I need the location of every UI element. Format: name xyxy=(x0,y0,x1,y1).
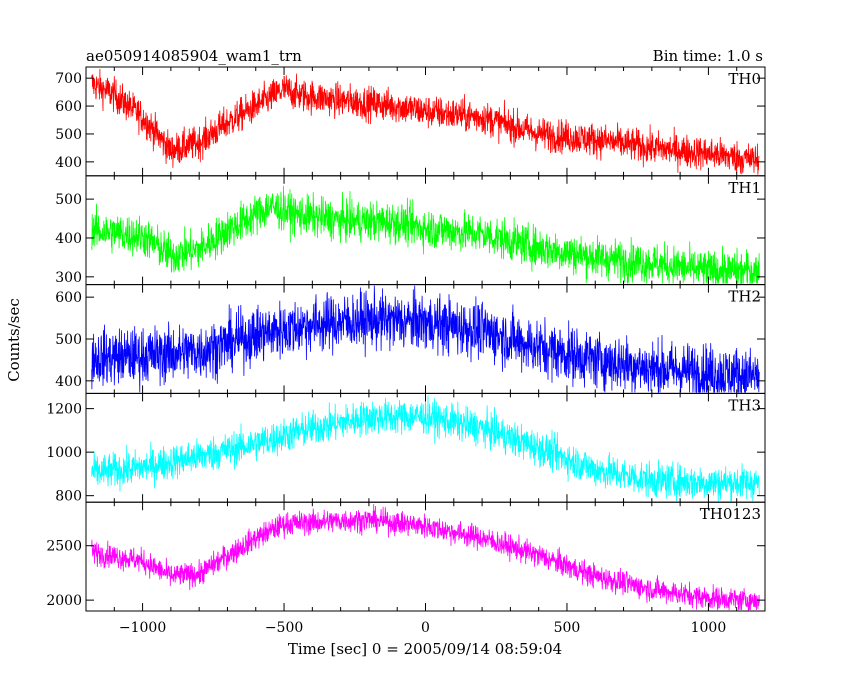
y-axis-label: Counts/sec xyxy=(5,298,23,382)
bin-time-label: Bin time: 1.0 s xyxy=(653,47,763,65)
series-line-th0 xyxy=(91,68,760,175)
x-tick-label: 0 xyxy=(421,620,430,636)
series-line-th3 xyxy=(91,395,760,502)
y-tick-label: 400 xyxy=(55,231,82,247)
panel-label-th0123: TH0123 xyxy=(700,505,761,523)
y-tick-label: 600 xyxy=(55,290,82,306)
series-line-th2 xyxy=(91,285,760,393)
y-tick-label: 2500 xyxy=(46,539,82,555)
y-tick-label: 300 xyxy=(55,270,82,286)
y-tick-label: 800 xyxy=(55,489,82,505)
panels-group: TH0 400 500 600 700 TH1 300 400 500 TH2 400 500 600 T… xyxy=(46,66,766,636)
y-tick-label: 700 xyxy=(55,71,82,87)
y-tick-label: 500 xyxy=(55,127,82,143)
y-tick-label: 600 xyxy=(55,99,82,115)
x-tick-label: 1000 xyxy=(691,620,727,636)
x-tick-label: 500 xyxy=(554,620,581,636)
y-tick-label: 500 xyxy=(55,332,82,348)
x-tick-label: −500 xyxy=(265,620,303,636)
series-line-th0123 xyxy=(91,504,760,611)
panel-label-th2: TH2 xyxy=(728,288,761,306)
panel-label-th3: TH3 xyxy=(728,396,761,414)
x-axis-label: Time [sec] 0 = 2005/09/14 08:59:04 xyxy=(288,640,562,658)
chart-title: ae050914085904_wam1_trn xyxy=(86,47,302,65)
y-tick-label: 500 xyxy=(55,192,82,208)
series-line-th1 xyxy=(91,185,760,285)
y-tick-label: 1200 xyxy=(46,402,82,418)
panel-label-th0: TH0 xyxy=(728,70,761,88)
panel-label-th1: TH1 xyxy=(728,179,761,197)
y-tick-label: 400 xyxy=(55,374,82,390)
y-tick-label: 2000 xyxy=(46,593,82,609)
y-tick-label: 1000 xyxy=(46,445,82,461)
x-tick-label: −1000 xyxy=(119,620,166,636)
y-tick-label: 400 xyxy=(55,155,82,171)
